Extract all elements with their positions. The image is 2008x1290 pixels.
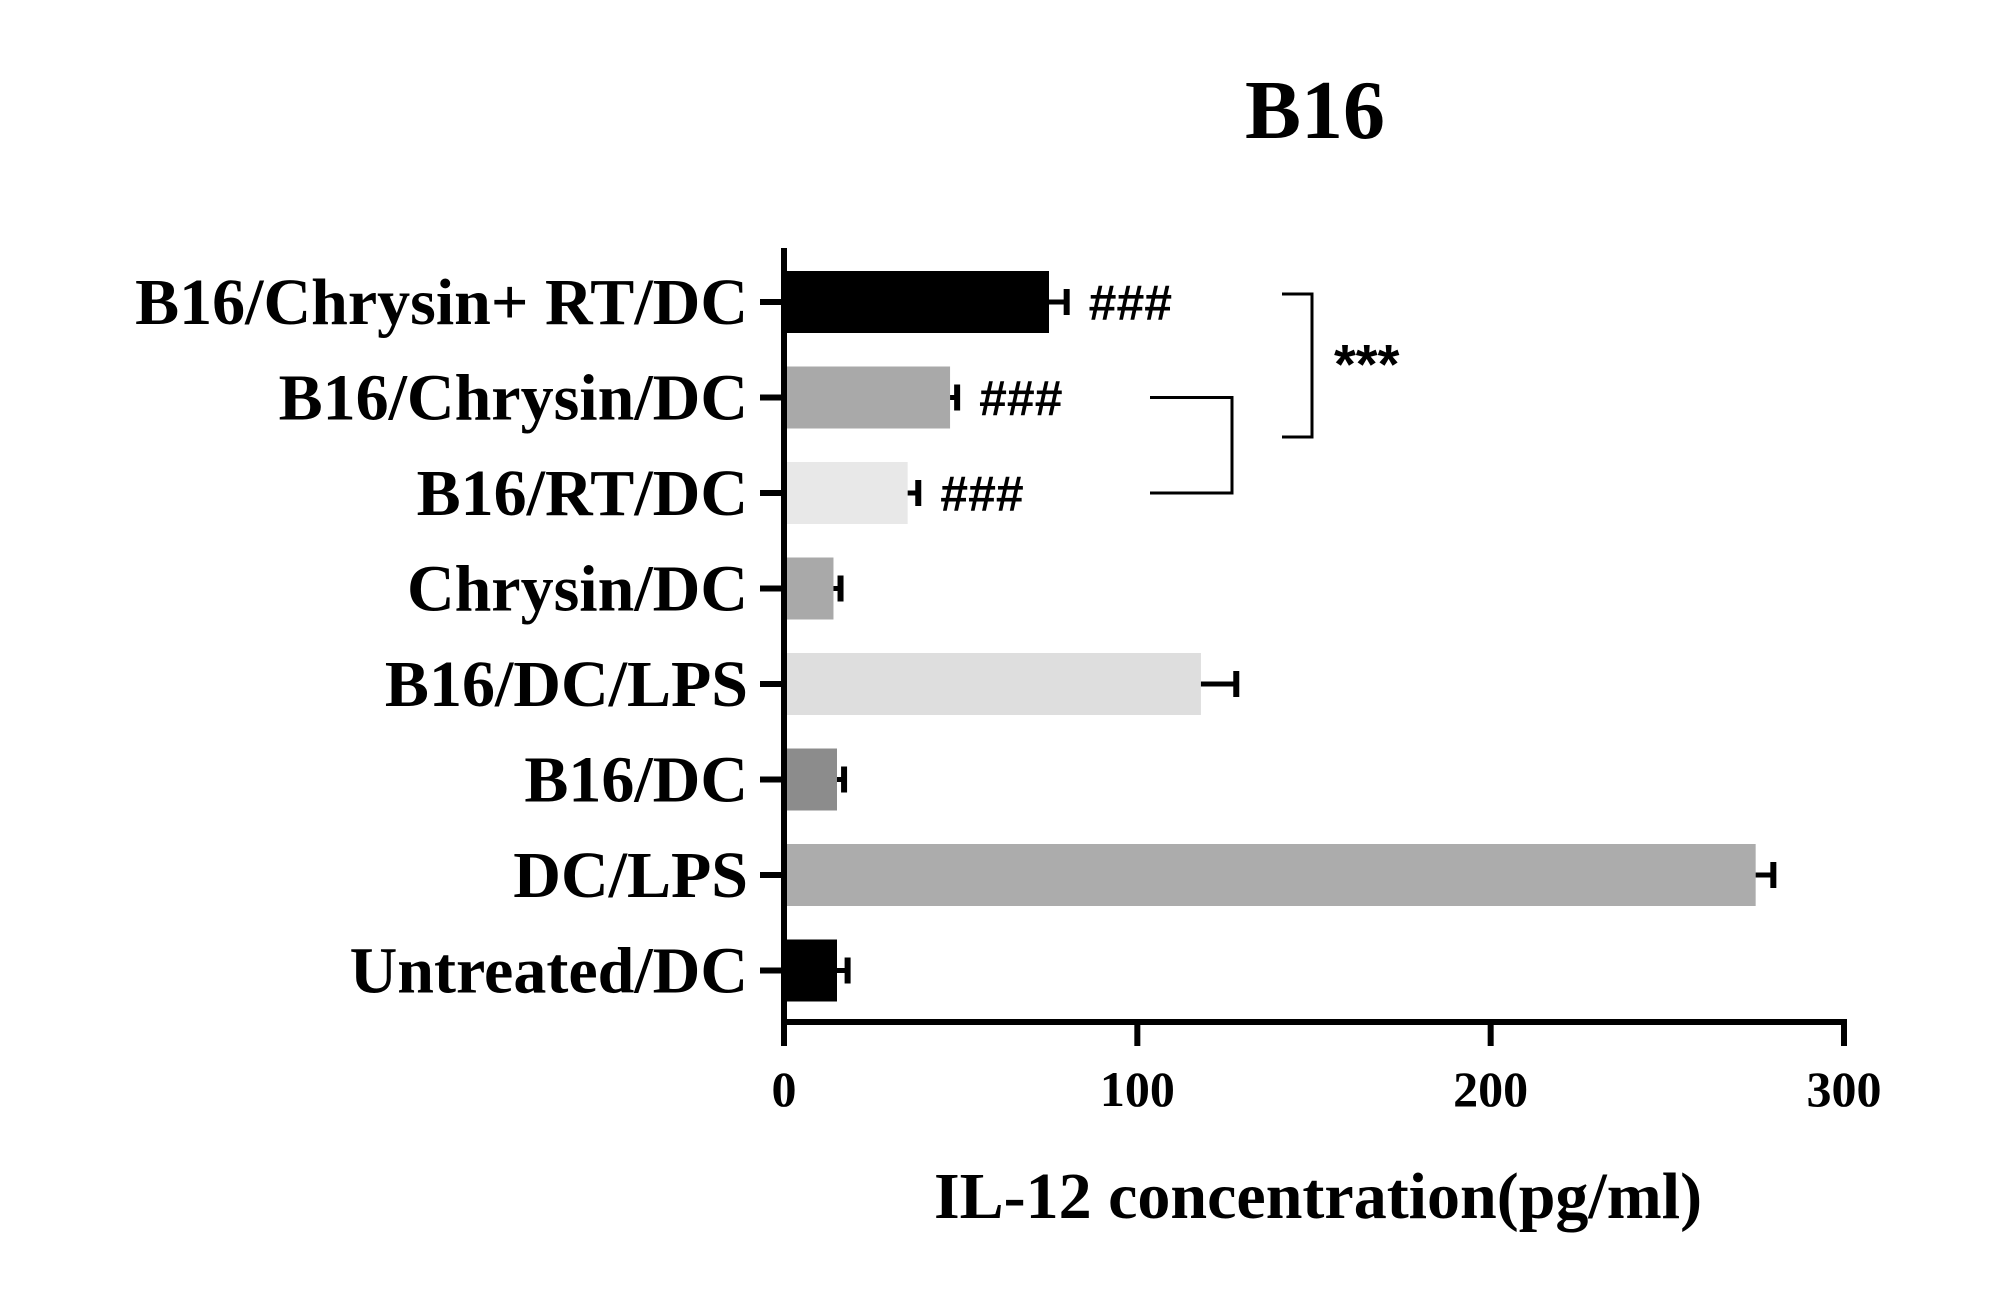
category-label: B16/RT/DC	[417, 457, 748, 530]
bar	[784, 462, 908, 524]
category-label: Untreated/DC	[350, 935, 748, 1008]
bar	[784, 939, 837, 1002]
category-label: B16/DC/LPS	[385, 648, 748, 721]
category-label: Chrysin/DC	[407, 553, 748, 626]
bar	[784, 844, 1756, 906]
bar	[784, 748, 837, 811]
x-axis-label: IL-12 concentration(pg/ml)	[934, 1160, 1702, 1233]
bar	[784, 557, 834, 620]
chart-title: B16	[1245, 64, 1385, 157]
bars-layer	[784, 271, 1777, 1002]
bar	[784, 271, 1049, 333]
x-tick-label: 200	[1453, 1061, 1528, 1117]
axes-layer: B16/Chrysin+ RT/DC B16/Chrysin/DC B16/RT/D…	[135, 248, 1882, 1117]
comparison-bracket	[1282, 292, 1314, 439]
bar	[784, 366, 951, 429]
significance-stars: ***	[1334, 333, 1400, 396]
category-label: B16/Chrysin/DC	[279, 362, 748, 435]
annotations-layer: ### ### ### ***	[940, 275, 1399, 522]
comparison-bracket	[1150, 396, 1234, 495]
x-tick-label: 300	[1807, 1061, 1882, 1117]
category-label: B16/DC	[524, 744, 748, 817]
x-tick-label: 0	[772, 1061, 797, 1117]
category-label: DC/LPS	[513, 839, 748, 912]
significance-hash: ###	[1089, 275, 1172, 331]
significance-hash: ###	[979, 371, 1062, 427]
significance-hash: ###	[940, 466, 1023, 522]
x-tick-label: 100	[1100, 1061, 1175, 1117]
bar	[784, 653, 1201, 715]
category-label: B16/Chrysin+ RT/DC	[135, 266, 748, 339]
